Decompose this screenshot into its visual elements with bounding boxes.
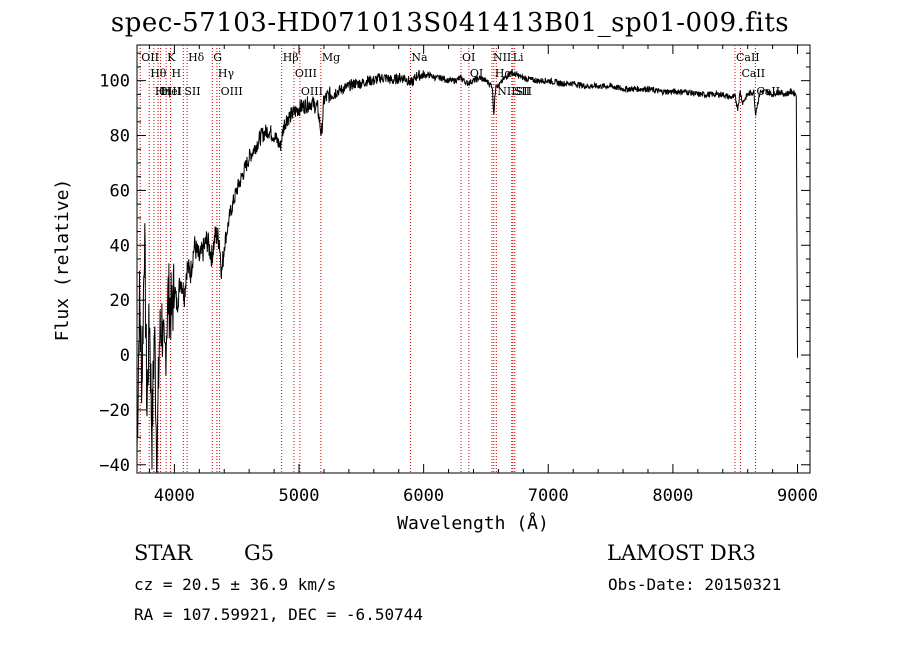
line-label: OI [470, 67, 483, 80]
line-label: Hδ [188, 51, 205, 64]
line-label: SII [514, 85, 530, 98]
y-tick-label: 20 [110, 291, 130, 311]
sky-coordinates: RA = 107.59921, DEC = -6.50744 [134, 605, 423, 624]
line-label: NII [497, 85, 515, 98]
redshift-readout: cz = 20.5 ± 36.9 km/s [134, 575, 337, 594]
x-tick-label: 5000 [279, 486, 320, 506]
line-label: Hγ [218, 67, 235, 80]
line-label: H [172, 67, 182, 80]
line-label: Hη [155, 85, 171, 98]
line-label: OIII [221, 85, 243, 98]
y-tick-label: 40 [110, 236, 130, 256]
axes: 4000 5000 6000 7000 8000 9000 −40 −20 0 20 40 60 80 1… [99, 45, 818, 506]
x-tick-label: 4000 [154, 486, 195, 506]
line-label: K [167, 51, 176, 64]
line-label: CaII [741, 67, 765, 80]
y-tick-label: 80 [110, 127, 130, 147]
survey-name: LAMOST DR3 [607, 541, 756, 565]
plot-frame [136, 44, 811, 474]
x-tick-label: 6000 [403, 486, 444, 506]
y-tick-label: 60 [110, 181, 130, 201]
y-tick-label: −40 [99, 456, 130, 476]
line-label: OIII [295, 67, 317, 80]
line-label: CaII [756, 85, 780, 98]
line-label: Mg [322, 51, 340, 64]
x-tick-label: 9000 [777, 486, 818, 506]
line-label: Na [411, 51, 428, 64]
spectrum-line [136, 68, 798, 474]
chart-title: spec-57103-HD071013S041413B01_sp01-009.f… [110, 8, 790, 38]
line-label: CaII [736, 51, 760, 64]
line-label: OIII [159, 85, 181, 98]
line-label: Hθ [150, 67, 167, 80]
y-tick-label: −20 [99, 401, 130, 421]
observation-date: Obs-Date: 20150321 [608, 575, 782, 594]
line-label: OII [141, 51, 159, 64]
object-class: STAR [134, 541, 193, 565]
x-axis-label: Wavelength (Å) [397, 512, 549, 534]
line-label: NII [493, 51, 511, 64]
line-label: G [213, 51, 222, 64]
x-tick-label: 8000 [652, 486, 693, 506]
line-label: OIII [301, 85, 323, 98]
y-tick-label: 0 [120, 346, 130, 366]
line-label: Hβ [283, 51, 299, 64]
line-label: Li [513, 51, 524, 64]
object-subclass: G5 [244, 541, 275, 565]
line-label: SII [184, 85, 200, 98]
x-tick-label: 7000 [528, 486, 569, 506]
line-label: OI [462, 51, 475, 64]
line-label: SII [516, 85, 532, 98]
y-tick-label: 100 [99, 72, 130, 92]
y-axis-label: Flux (relative) [52, 179, 73, 342]
line-label: Hα [495, 67, 513, 80]
line-label: HeI [162, 85, 182, 98]
emission-line-markers [139, 45, 756, 473]
spectrum-series [136, 68, 798, 474]
